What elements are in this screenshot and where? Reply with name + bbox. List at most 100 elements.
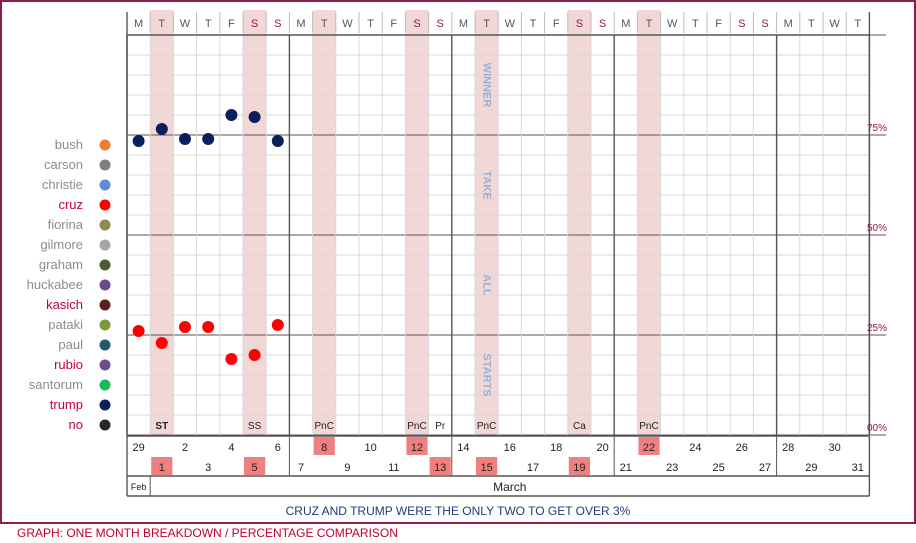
date-number: 29: [805, 462, 817, 474]
date-number: 7: [298, 462, 304, 474]
legend-marker: [99, 139, 111, 151]
highlighted-date-cell: [151, 457, 173, 475]
weekday-header-label: S: [738, 18, 745, 30]
event-label: ST: [155, 421, 168, 432]
vertical-annotation-word: WINNER: [481, 63, 493, 108]
legend-marker: [99, 419, 111, 431]
legend-label: christie: [42, 177, 83, 192]
shaded-day-column: [312, 10, 336, 435]
legend-label: kasich: [46, 297, 83, 312]
date-number: 8: [321, 442, 327, 454]
date-number: 30: [828, 442, 840, 454]
legend-label: cruz: [58, 197, 83, 212]
legend-label: santorum: [29, 377, 83, 392]
data-point: [179, 133, 191, 145]
date-number: 5: [252, 462, 258, 474]
data-point: [202, 133, 215, 145]
weekday-header-label: S: [251, 18, 258, 30]
event-label: PnC: [477, 421, 496, 432]
data-point: [202, 321, 215, 333]
weekday-header-label: T: [367, 18, 374, 30]
highlighted-date-cell: [568, 457, 590, 475]
legend-marker: [99, 219, 111, 231]
legend-label: carson: [44, 157, 83, 172]
date-number: 11: [388, 462, 399, 474]
weekday-header-label: T: [483, 18, 490, 30]
weekday-header-label: T: [321, 18, 328, 30]
weekday-header-label: S: [274, 18, 281, 30]
weekday-header-label: W: [342, 18, 353, 30]
legend-label: no: [69, 417, 83, 432]
legend-marker: [99, 319, 111, 331]
weekday-header-label: S: [576, 18, 583, 30]
legend-label: paul: [58, 337, 83, 352]
weekday-header-label: F: [228, 18, 235, 30]
highlighted-date-cell: [244, 457, 266, 475]
data-point: [155, 337, 168, 349]
date-number: 12: [411, 442, 423, 454]
shaded-day-column: [637, 10, 661, 435]
data-point: [248, 111, 261, 123]
date-number: 25: [712, 462, 724, 474]
date-number: 21: [620, 462, 632, 474]
legend-marker: [99, 239, 111, 251]
weekday-header-label: W: [667, 18, 678, 30]
event-label: Ca: [573, 421, 586, 432]
weekday-header-label: S: [599, 18, 606, 30]
date-number: 26: [736, 442, 748, 454]
weekday-header-label: T: [692, 18, 699, 30]
legend-label: fiorina: [48, 217, 84, 232]
shaded-day-column: [243, 10, 267, 435]
weekday-header-label: T: [646, 18, 653, 30]
event-label: PnC: [407, 421, 426, 432]
shaded-day-column: [567, 10, 591, 435]
date-number: 19: [573, 462, 585, 474]
legend-marker: [99, 259, 111, 271]
weekday-header-label: F: [715, 18, 722, 30]
shaded-day-column: [150, 10, 174, 435]
highlighted-date-cell: [476, 457, 498, 475]
date-number: 22: [643, 442, 655, 454]
legend-marker: [99, 339, 111, 351]
weekday-header-label: F: [553, 18, 560, 30]
shaded-day-column: [475, 10, 499, 435]
y-tick-label: 75%: [867, 123, 887, 134]
weekday-header-label: M: [134, 18, 143, 30]
data-point: [248, 349, 261, 361]
weekday-header-label: W: [505, 18, 516, 30]
data-point: [225, 353, 238, 365]
weekday-header-label: S: [761, 18, 768, 30]
legend-label: gilmore: [40, 237, 83, 252]
date-number: 27: [759, 462, 771, 474]
date-number: 17: [527, 462, 539, 474]
weekday-header-label: M: [296, 18, 305, 30]
legend-label: huckabee: [27, 277, 83, 292]
date-number: 2: [182, 442, 188, 454]
weekday-header-label: M: [459, 18, 468, 30]
month-label-feb: Feb: [131, 482, 147, 492]
date-number: 3: [205, 462, 211, 474]
weekday-header-label: T: [854, 18, 861, 30]
legend-label: trump: [50, 397, 83, 412]
weekday-header-label: M: [784, 18, 793, 30]
highlighted-date-cell: [638, 437, 660, 455]
legend-label: bush: [55, 137, 83, 152]
highlighted-date-cell: [406, 437, 428, 455]
date-number: 10: [364, 442, 376, 454]
data-point: [179, 321, 191, 333]
data-point: [155, 123, 168, 135]
weekday-header-label: M: [621, 18, 630, 30]
highlighted-date-cell: [429, 457, 451, 475]
footer-title: GRAPH: ONE MONTH BREAKDOWN / PERCENTAGE …: [17, 526, 398, 540]
date-number: 16: [504, 442, 516, 454]
event-label: PnC: [639, 421, 658, 432]
legend-marker: [99, 279, 111, 291]
data-point: [132, 325, 145, 337]
date-number: 18: [550, 442, 562, 454]
legend-label: graham: [39, 257, 83, 272]
weekday-header-label: W: [829, 18, 840, 30]
date-number: 28: [782, 442, 794, 454]
data-point: [132, 135, 145, 147]
y-tick-label: 50%: [867, 223, 887, 234]
vertical-annotation-word: TAKE: [481, 170, 493, 199]
